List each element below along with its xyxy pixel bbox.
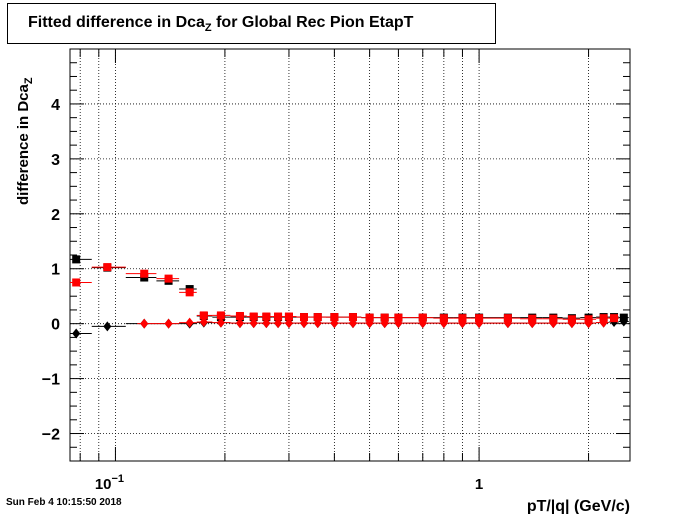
data-point-diamond (284, 318, 293, 329)
data-point-square (164, 274, 173, 283)
data-point-diamond (185, 317, 194, 328)
x-tick-label: 10−1 (95, 473, 124, 493)
y-tick-label: 3 (51, 152, 60, 169)
data-point-square (330, 313, 339, 322)
data-point-diamond (235, 318, 244, 329)
data-point-diamond (348, 318, 357, 329)
data-point-diamond (249, 318, 258, 329)
x-tick-label: 1 (475, 476, 483, 493)
data-point-square (348, 313, 357, 322)
data-point-square (299, 313, 308, 322)
chart-title: Fitted difference in DcaZ for Global Rec… (28, 14, 413, 34)
data-point-diamond (567, 318, 576, 329)
data-point-square (103, 263, 112, 272)
data-point-square (394, 313, 403, 322)
grid-lines (70, 49, 630, 461)
data-point-diamond (503, 318, 512, 329)
data-point-diamond (458, 318, 467, 329)
y-axis-label-main: difference in Dca (15, 83, 32, 205)
data-point-square (610, 314, 619, 323)
data-point-diamond (619, 316, 628, 327)
y-tick-label: 1 (51, 262, 60, 279)
data-point-diamond (72, 328, 81, 339)
data-point-square (365, 313, 374, 322)
data-point-square (284, 312, 293, 321)
data-point-diamond (299, 318, 308, 329)
data-point-square (249, 312, 258, 321)
data-point-diamond (584, 318, 593, 329)
data-point-diamond (549, 318, 558, 329)
data-point-square (274, 312, 283, 321)
chart-title-main: Fitted difference in Dca (28, 14, 205, 31)
plot-frame (69, 48, 631, 462)
data-point-diamond (164, 318, 173, 329)
data-point-square (140, 269, 149, 278)
data-point-square (418, 313, 427, 322)
data-point-diamond (380, 318, 389, 329)
data-point-square (72, 255, 81, 264)
x-axis-label: pT/|q| (GeV/c) (527, 498, 630, 514)
data-point-diamond (216, 317, 225, 328)
data-point-diamond (418, 318, 427, 329)
series-0 (70, 255, 629, 323)
y-tick-label: 4 (51, 97, 60, 114)
data-point-diamond (599, 317, 608, 328)
data-point-square (72, 278, 81, 287)
y-tick-label: −1 (42, 372, 60, 389)
data-point-diamond (475, 318, 484, 329)
data-point-diamond (103, 321, 112, 332)
data-point-square (185, 288, 194, 297)
y-tick-label: −2 (42, 427, 60, 444)
data-point-diamond (262, 318, 271, 329)
data-point-diamond (274, 318, 283, 329)
timestamp: Sun Feb 4 10:15:50 2018 (6, 497, 122, 508)
y-tick-label: 0 (51, 317, 60, 334)
data-point-diamond (528, 318, 537, 329)
data-point-diamond (313, 318, 322, 329)
y-axis-label-sub: Z (23, 77, 35, 84)
y-axis-label: difference in DcaZ (15, 77, 35, 205)
data-point-diamond (330, 318, 339, 329)
data-point-square (216, 311, 225, 320)
data-point-square (199, 311, 208, 320)
data-point-diamond (140, 318, 149, 329)
chart-title-suffix: for Global Rec Pion EtapT (211, 14, 414, 31)
series-3 (137, 317, 609, 329)
data-point-square (262, 312, 271, 321)
x-tick-label-exponent: −1 (112, 473, 125, 485)
x-tick-label-base: 10 (95, 476, 112, 493)
data-marks (70, 255, 629, 339)
title-box: Fitted difference in DcaZ for Global Rec… (7, 3, 496, 44)
data-point-diamond (439, 318, 448, 329)
data-point-square (380, 313, 389, 322)
data-point-square (235, 311, 244, 320)
y-tick-label: 2 (51, 207, 60, 224)
data-point-diamond (199, 317, 208, 328)
x-tick-label-base: 1 (475, 476, 483, 493)
chart-title-subscript: Z (204, 22, 212, 35)
data-point-diamond (365, 318, 374, 329)
data-point-square (313, 313, 322, 322)
data-point-diamond (394, 318, 403, 329)
series-2 (70, 263, 620, 324)
